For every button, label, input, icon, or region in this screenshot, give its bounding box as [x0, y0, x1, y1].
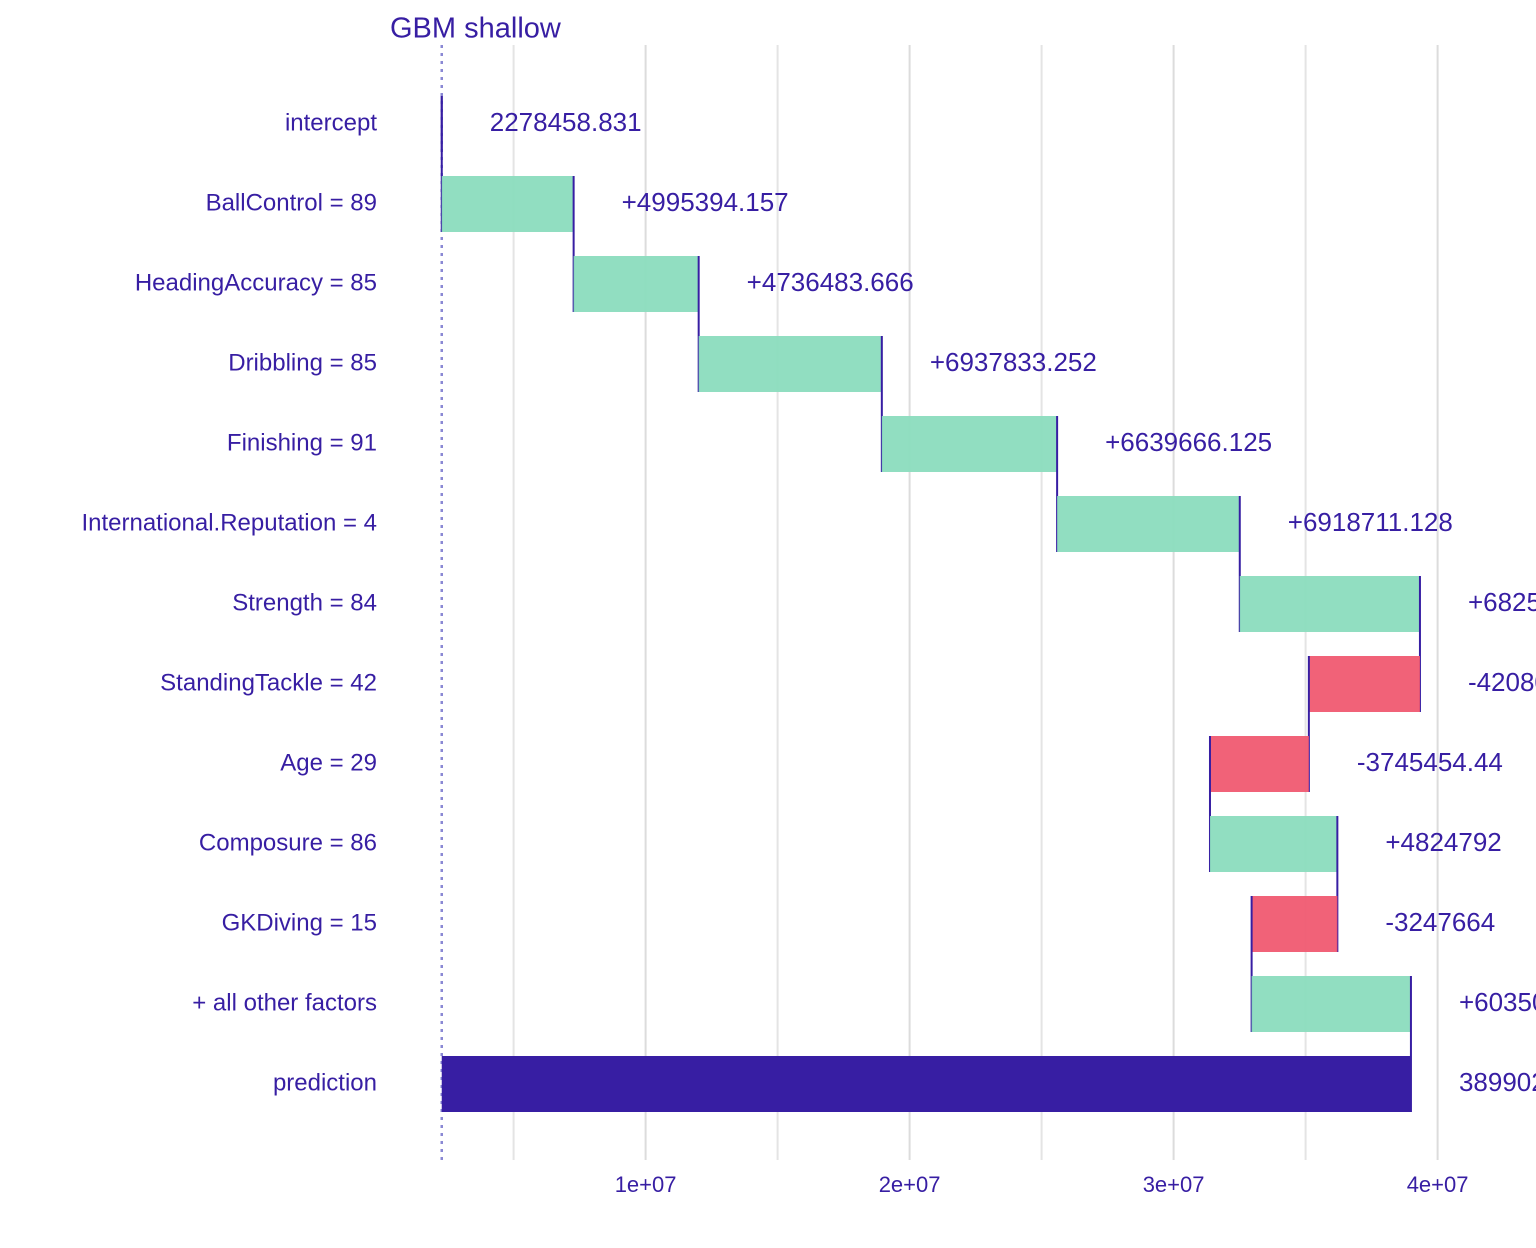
- category-label: International.Reputation = 4: [81, 509, 377, 536]
- category-label: Age = 29: [280, 749, 377, 776]
- x-tick-label: 1e+07: [615, 1172, 677, 1197]
- category-label: + all other factors: [192, 989, 377, 1016]
- category-label: Finishing = 91: [227, 429, 377, 456]
- value-label: +4736483.666: [747, 267, 914, 297]
- x-tick-label: 3e+07: [1143, 1172, 1205, 1197]
- value-label: +6035000: [1459, 987, 1536, 1017]
- bar: [698, 336, 882, 392]
- value-label: 38990220.719: [1459, 1067, 1536, 1097]
- value-label: +6918711.128: [1288, 507, 1453, 537]
- value-label: -3745454.44: [1357, 747, 1503, 777]
- value-label: 2278458.831: [490, 107, 642, 137]
- category-label: Dribbling = 85: [228, 349, 377, 376]
- bar: [1239, 576, 1420, 632]
- value-label: +6825000: [1468, 587, 1536, 617]
- value-label: +4824792: [1385, 827, 1501, 857]
- bar: [441, 1056, 1411, 1112]
- value-label: +6937833.252: [930, 347, 1097, 377]
- bar: [881, 416, 1058, 472]
- bar: [441, 176, 574, 232]
- value-label: -3247664: [1385, 907, 1495, 937]
- category-label: GKDiving = 15: [222, 909, 377, 936]
- value-label: +6639666.125: [1105, 427, 1272, 457]
- x-tick-label: 4e+07: [1407, 1172, 1469, 1197]
- bar: [1057, 496, 1240, 552]
- category-label: StandingTackle = 42: [160, 669, 377, 696]
- category-label: prediction: [273, 1069, 377, 1096]
- bar: [573, 256, 699, 312]
- bar: [1251, 896, 1338, 952]
- category-label: BallControl = 89: [206, 189, 377, 216]
- category-label: Composure = 86: [199, 829, 377, 856]
- x-tick-label: 2e+07: [879, 1172, 941, 1197]
- value-label: -4208000: [1468, 667, 1536, 697]
- value-label: +4995394.157: [622, 187, 789, 217]
- bar: [1209, 736, 1309, 792]
- chart-title: GBM shallow: [390, 13, 562, 45]
- category-label: HeadingAccuracy = 85: [135, 269, 377, 296]
- category-label: intercept: [285, 109, 377, 136]
- category-label: Strength = 84: [232, 589, 377, 616]
- bar: [1308, 656, 1420, 712]
- bar: [1209, 816, 1338, 872]
- bar: [1251, 976, 1411, 1032]
